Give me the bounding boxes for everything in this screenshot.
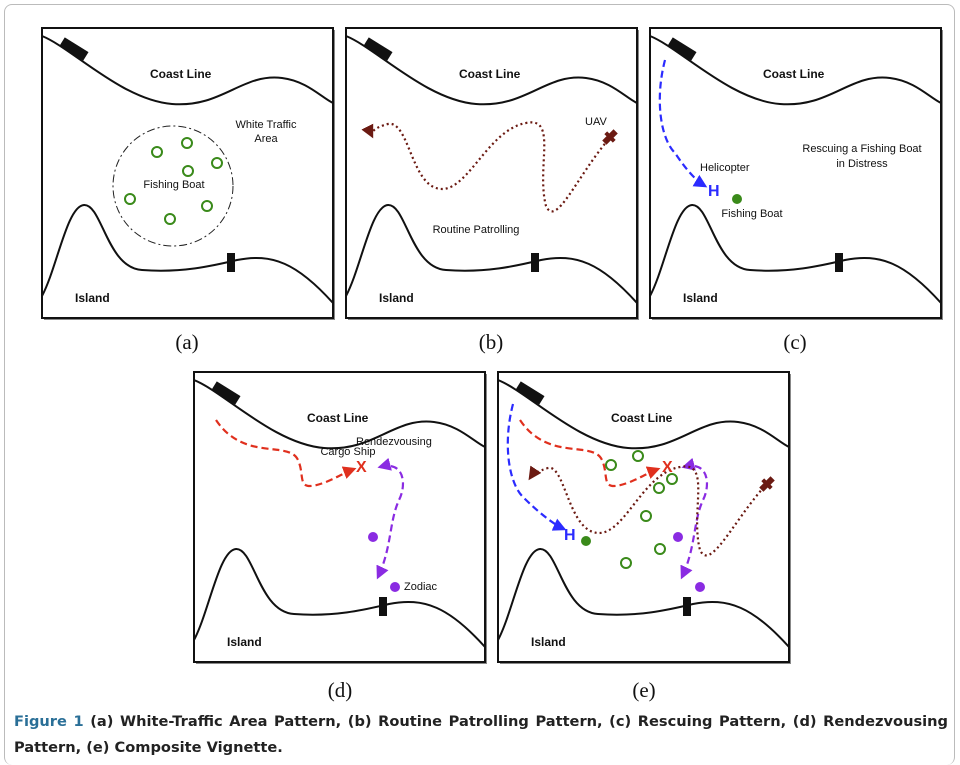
coast-label: Coast Line — [150, 67, 212, 81]
rescue-label: Rescuing a Fishing Boat — [802, 143, 921, 155]
patrol-label: Routine Patrolling — [433, 224, 520, 236]
panel-label: (e) — [632, 678, 655, 702]
panel-e: Coast Line H X Island — [498, 372, 791, 664]
area-label: Area — [254, 133, 278, 145]
panel-c: Coast Line Rescuing a Fishing Boat in Di… — [650, 28, 943, 320]
page: {"panels": [ {"label": "(a)", "coast": "… — [0, 0, 960, 763]
island-label: Island — [379, 291, 414, 305]
meeting-marker: X — [356, 459, 367, 476]
panel-d: Coast Line Rendezvousing Cargo Ship X Zo… — [194, 372, 487, 664]
boat-label: Fishing Boat — [721, 208, 782, 220]
panel-a: Coast Line White Traffic Area Fishing Bo… — [42, 28, 335, 320]
coast-label: Coast Line — [307, 411, 369, 425]
coast-label: Coast Line — [611, 411, 673, 425]
island-label: Island — [683, 291, 718, 305]
helicopter-marker: H — [564, 527, 576, 544]
zodiac-dot — [390, 582, 400, 592]
coast-label: Coast Line — [763, 67, 825, 81]
figure: Coast Line White Traffic Area Fishing Bo… — [0, 0, 960, 705]
island-label: Island — [75, 291, 110, 305]
caption-text: (a) White-Traffic Area Pattern, (b) Rout… — [14, 713, 948, 756]
zodiac-dot — [695, 582, 705, 592]
panel-b: Coast Line UAV Routine Patrolling Island — [346, 28, 639, 320]
helicopter-marker: H — [708, 183, 720, 200]
rescue-label: in Distress — [836, 158, 888, 170]
island-label: Island — [227, 635, 262, 649]
island-label: Island — [531, 635, 566, 649]
ship-dot — [368, 532, 378, 542]
figure-caption: Figure 1 (a) White-Traffic Area Pattern,… — [14, 709, 948, 761]
panel-label: (b) — [479, 330, 504, 354]
boat-label: Fishing Boat — [143, 179, 204, 191]
caption-end: . — [277, 739, 283, 756]
panel-label: (c) — [783, 330, 806, 354]
zodiac-label: Zodiac — [404, 581, 438, 593]
boat-dot — [581, 536, 591, 546]
meeting-marker: X — [662, 459, 673, 476]
uav-label: UAV — [585, 116, 607, 128]
panel-label: (d) — [328, 678, 353, 702]
boat-dot — [732, 194, 742, 204]
coast-label: Coast Line — [459, 67, 521, 81]
area-label: White Traffic — [236, 119, 297, 131]
ship-dot — [673, 532, 683, 542]
panel-label: (a) — [175, 330, 198, 354]
page-body: Coast Line White Traffic Area Fishing Bo… — [0, 0, 960, 763]
caption-lead: Figure 1 — [14, 713, 84, 730]
helicopter-label: Helicopter — [700, 162, 750, 174]
ship-label: Cargo Ship — [320, 446, 375, 458]
